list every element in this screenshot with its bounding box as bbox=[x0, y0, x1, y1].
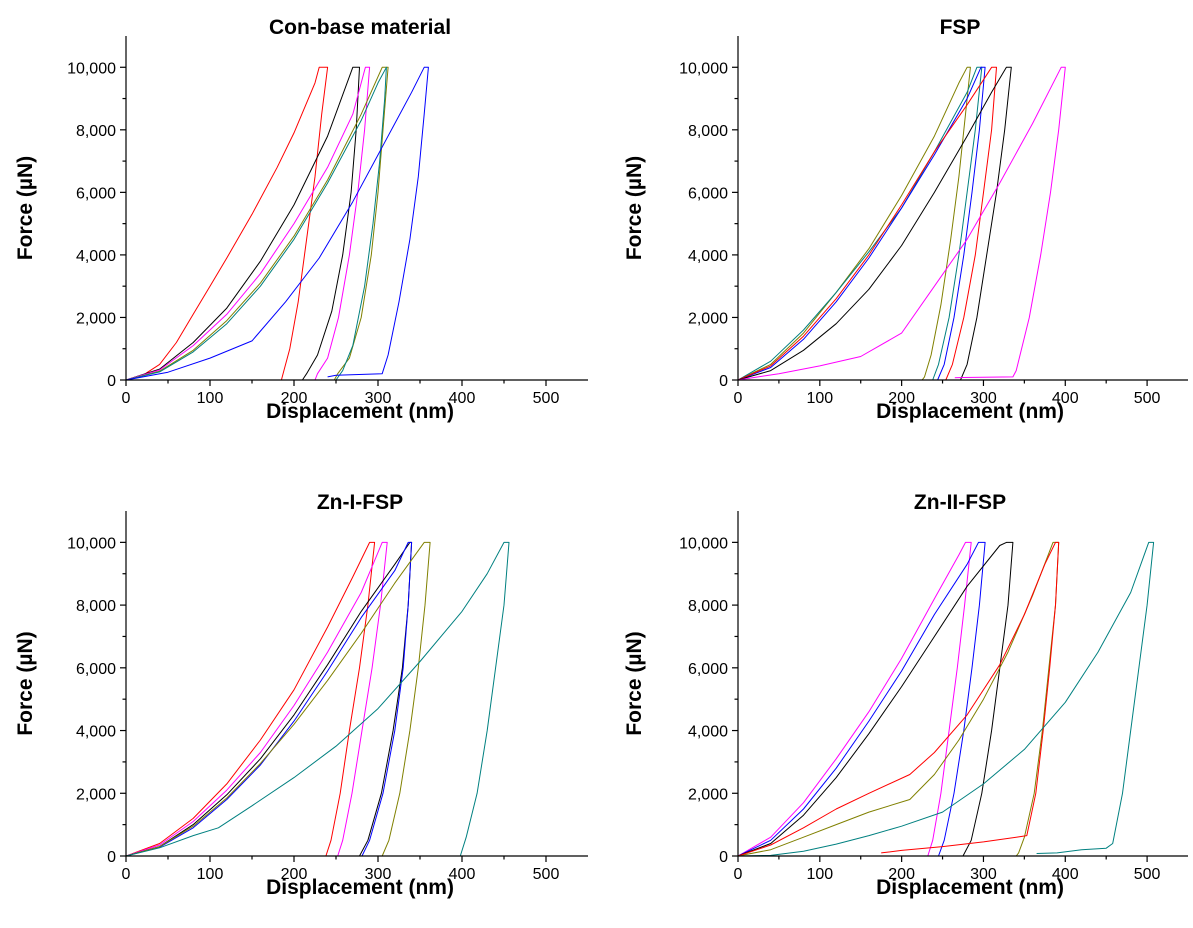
y-axis-title: Force (µN) bbox=[14, 631, 37, 735]
series-line-4 bbox=[125, 66, 389, 381]
y-tick-label: 8,000 bbox=[688, 123, 728, 140]
y-tick-label: 0 bbox=[719, 849, 728, 866]
x-tick-label: 0 bbox=[122, 866, 131, 883]
x-tick-label: 200 bbox=[888, 390, 915, 407]
x-axis-title: Displacement (nm) bbox=[876, 876, 1064, 899]
x-tick-label: 400 bbox=[449, 390, 476, 407]
series-line-6 bbox=[125, 66, 429, 381]
y-tick-label: 0 bbox=[719, 373, 728, 390]
x-tick-label: 100 bbox=[806, 390, 833, 407]
y-tick-label: 0 bbox=[107, 849, 116, 866]
chart-title: Zn-I-FSP bbox=[317, 491, 403, 514]
y-tick-label: 10,000 bbox=[679, 535, 728, 552]
chart-panel-4: 0 100 200 300 400 500 0 2,000 4,000 6,000 8,000 10,… bbox=[623, 491, 1188, 899]
x-tick-label: 200 bbox=[281, 390, 308, 407]
x-tick-label: 500 bbox=[533, 390, 560, 407]
series-line-2 bbox=[125, 541, 388, 857]
x-tick-label: 300 bbox=[365, 390, 392, 407]
x-tick-label: 300 bbox=[970, 866, 997, 883]
y-tick-label: 2,000 bbox=[688, 786, 728, 803]
y-tick-label: 4,000 bbox=[688, 724, 728, 741]
y-axis-title: Force (µN) bbox=[623, 156, 646, 260]
series-line-6 bbox=[737, 66, 1066, 381]
series-line-1 bbox=[737, 66, 971, 381]
series-line-3 bbox=[125, 66, 371, 381]
y-tick-label: 6,000 bbox=[76, 661, 116, 678]
chart-title: FSP bbox=[940, 16, 981, 39]
series-line-3 bbox=[737, 541, 1014, 857]
y-tick-label: 10,000 bbox=[67, 535, 116, 552]
y-tick-label: 4,000 bbox=[76, 724, 116, 741]
y-tick-label: 2,000 bbox=[688, 310, 728, 327]
series-line-1 bbox=[125, 66, 329, 381]
x-tick-label: 100 bbox=[197, 866, 224, 883]
x-tick-label: 200 bbox=[888, 866, 915, 883]
chart-title: Con-base material bbox=[269, 16, 451, 39]
series-line-6 bbox=[125, 541, 510, 857]
y-tick-label: 6,000 bbox=[688, 185, 728, 202]
series-line-5 bbox=[125, 66, 387, 381]
y-tick-label: 6,000 bbox=[76, 185, 116, 202]
series-line-5 bbox=[125, 541, 431, 857]
series-line-4 bbox=[125, 541, 413, 857]
x-tick-label: 300 bbox=[970, 390, 997, 407]
x-tick-label: 100 bbox=[197, 390, 224, 407]
y-tick-label: 8,000 bbox=[688, 598, 728, 615]
y-axis-title: Force (µN) bbox=[14, 156, 37, 260]
x-tick-label: 400 bbox=[449, 866, 476, 883]
x-tick-label: 400 bbox=[1052, 390, 1079, 407]
y-tick-label: 4,000 bbox=[76, 248, 116, 265]
x-tick-label: 0 bbox=[122, 390, 131, 407]
y-tick-label: 4,000 bbox=[688, 248, 728, 265]
series-line-2 bbox=[125, 66, 360, 381]
y-tick-label: 8,000 bbox=[76, 123, 116, 140]
series-line-3 bbox=[125, 541, 413, 857]
x-tick-label: 200 bbox=[281, 866, 308, 883]
y-tick-label: 6,000 bbox=[688, 661, 728, 678]
x-tick-label: 400 bbox=[1052, 866, 1079, 883]
x-tick-label: 0 bbox=[734, 866, 743, 883]
series-line-4 bbox=[737, 541, 1060, 857]
x-axis-title: Displacement (nm) bbox=[266, 876, 454, 899]
series-line-6 bbox=[737, 541, 1155, 857]
series-line-4 bbox=[737, 66, 997, 381]
series-line-2 bbox=[737, 66, 983, 381]
chart-panel-3: 0 100 200 300 400 500 0 2,000 4,000 6,000 8,000 10,… bbox=[14, 491, 588, 899]
x-axis-title: Displacement (nm) bbox=[876, 400, 1064, 423]
series-line-5 bbox=[737, 66, 1012, 381]
series-line-1 bbox=[125, 541, 376, 857]
series-line-5 bbox=[737, 541, 1060, 857]
y-tick-label: 0 bbox=[107, 373, 116, 390]
chart-panel-1: 0 100 200 300 400 500 0 2,000 4,000 6,000 8,000 10,… bbox=[14, 16, 588, 423]
x-tick-label: 500 bbox=[533, 866, 560, 883]
x-tick-label: 500 bbox=[1134, 866, 1161, 883]
y-tick-label: 10,000 bbox=[67, 60, 116, 77]
y-tick-label: 10,000 bbox=[679, 60, 728, 77]
chart-panel-2: 0 100 200 300 400 500 0 2,000 4,000 6,000 8,000 10,… bbox=[623, 16, 1188, 423]
x-axis-title: Displacement (nm) bbox=[266, 400, 454, 423]
series-line-3 bbox=[737, 66, 986, 381]
x-tick-label: 0 bbox=[734, 390, 743, 407]
y-tick-label: 2,000 bbox=[76, 786, 116, 803]
x-tick-label: 100 bbox=[806, 866, 833, 883]
x-tick-label: 300 bbox=[365, 866, 392, 883]
y-tick-label: 2,000 bbox=[76, 310, 116, 327]
series-line-1 bbox=[737, 541, 972, 857]
y-axis-title: Force (µN) bbox=[623, 631, 646, 735]
chart-title: Zn-II-FSP bbox=[914, 491, 1006, 514]
series-line-2 bbox=[737, 541, 986, 857]
y-tick-label: 8,000 bbox=[76, 598, 116, 615]
x-tick-label: 500 bbox=[1134, 390, 1161, 407]
